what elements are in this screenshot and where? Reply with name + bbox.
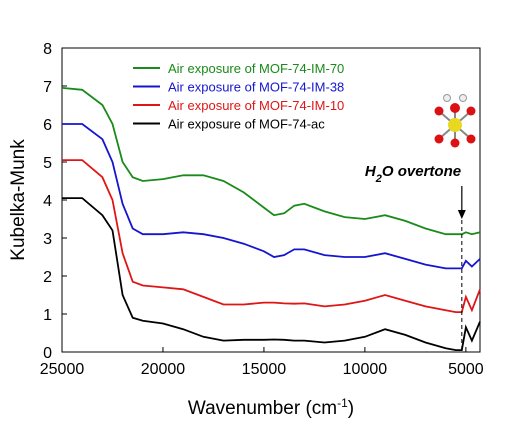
- x-axis-label-part: ): [348, 398, 354, 419]
- series-line: [62, 123, 481, 270]
- y-tick-label: 6: [43, 117, 52, 134]
- series-line: [62, 197, 481, 351]
- y-tick-label: 0: [43, 345, 52, 362]
- y-tick-label: 3: [43, 231, 52, 248]
- y-tick-label: 2: [43, 269, 52, 286]
- y-tick-label: 1: [43, 307, 52, 324]
- x-axis-label-part: -1: [337, 396, 348, 410]
- legend-label: Air exposure of MOF-74-IM-38: [168, 80, 344, 95]
- annotation-part: O overtone: [382, 163, 461, 180]
- y-tick-label: 7: [43, 79, 52, 96]
- series-line: [61, 87, 481, 236]
- annotation-arrowhead: [457, 210, 466, 219]
- y-axis-label: Kubelka-Munk: [8, 139, 29, 261]
- x-axis-label: Wavenumber (cm-1): [188, 396, 354, 419]
- legend-label: Air exposure of MOF-74-IM-70: [168, 61, 344, 76]
- molecule-icon: [434, 94, 476, 148]
- y-tick-label: 4: [43, 193, 52, 210]
- annotation-part: H: [365, 163, 377, 180]
- y-tick-label: 5: [43, 155, 52, 172]
- annotation-part: 2: [375, 173, 382, 185]
- x-tick-label: 5000: [448, 361, 484, 378]
- legend-label: Air exposure of MOF-74-ac: [168, 117, 325, 132]
- x-tick-label: 20000: [141, 361, 186, 378]
- x-tick-label: 25000: [40, 361, 85, 378]
- x-axis-label-part: Wavenumber (cm: [188, 398, 337, 419]
- legend-label: Air exposure of MOF-74-IM-10: [168, 98, 344, 113]
- series-line: [62, 159, 481, 313]
- x-tick-label: 15000: [242, 361, 287, 378]
- annotation: H2O overtone: [365, 163, 461, 185]
- x-tick-label: 10000: [343, 361, 388, 378]
- y-tick-label: 8: [43, 41, 52, 58]
